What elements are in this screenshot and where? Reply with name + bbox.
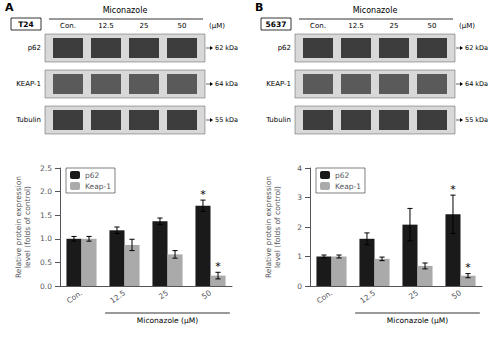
svg-text:25: 25 <box>140 22 149 30</box>
svg-text:Miconazole: Miconazole <box>103 6 148 15</box>
svg-text:5637: 5637 <box>266 20 287 29</box>
svg-text:KEAP-1: KEAP-1 <box>16 80 41 88</box>
svg-text:55 kDa: 55 kDa <box>465 116 488 124</box>
svg-text:level (folds of control): level (folds of control) <box>23 186 32 268</box>
svg-text:Con.: Con. <box>65 288 84 305</box>
svg-text:Keap-1: Keap-1 <box>85 182 111 191</box>
svg-text:50: 50 <box>200 288 213 301</box>
svg-text:Con.: Con. <box>310 22 326 30</box>
svg-text:*: * <box>200 188 206 201</box>
svg-text:T24: T24 <box>18 20 34 29</box>
svg-text:2: 2 <box>297 223 302 232</box>
svg-text:0.0: 0.0 <box>40 282 52 291</box>
svg-text:64 kDa: 64 kDa <box>465 80 488 88</box>
svg-text:Relative protein expression: Relative protein expression <box>14 176 23 278</box>
svg-text:25: 25 <box>390 22 399 30</box>
svg-text:2.0: 2.0 <box>40 187 52 196</box>
svg-text:55 kDa: 55 kDa <box>215 116 238 124</box>
svg-text:2.5: 2.5 <box>40 164 52 173</box>
svg-text:p62: p62 <box>85 171 100 180</box>
svg-text:1.5: 1.5 <box>40 211 52 220</box>
svg-text:Miconazole: Miconazole <box>353 6 398 15</box>
svg-text:50: 50 <box>450 288 463 301</box>
svg-text:12.5: 12.5 <box>348 22 364 30</box>
svg-text:*: * <box>465 261 471 274</box>
svg-text:12.5: 12.5 <box>358 288 377 305</box>
svg-text:*: * <box>450 183 456 196</box>
svg-text:Con.: Con. <box>315 288 334 305</box>
svg-text:1: 1 <box>297 252 302 261</box>
svg-text:12.5: 12.5 <box>98 22 114 30</box>
svg-text:Relative protein expression: Relative protein expression <box>264 176 273 278</box>
svg-text:A: A <box>5 1 14 14</box>
svg-text:12.5: 12.5 <box>108 288 127 305</box>
svg-text:3: 3 <box>297 193 302 202</box>
svg-text:Miconazole (μM): Miconazole (μM) <box>137 316 198 325</box>
svg-text:0: 0 <box>297 282 302 291</box>
svg-text:p62: p62 <box>28 44 41 52</box>
svg-text:62 kDa: 62 kDa <box>465 44 488 52</box>
svg-text:25: 25 <box>407 288 420 301</box>
svg-text:Con.: Con. <box>60 22 76 30</box>
svg-text:p62: p62 <box>278 44 291 52</box>
svg-text:0.5: 0.5 <box>40 258 52 267</box>
svg-text:50: 50 <box>178 22 187 30</box>
svg-text:level (folds of control): level (folds of control) <box>273 186 282 268</box>
svg-text:62 kDa: 62 kDa <box>215 44 238 52</box>
svg-text:Miconazole (μM): Miconazole (μM) <box>387 316 448 325</box>
svg-text:(μM): (μM) <box>209 22 225 30</box>
svg-text:25: 25 <box>157 288 170 301</box>
svg-text:50: 50 <box>428 22 437 30</box>
svg-text:KEAP-1: KEAP-1 <box>266 80 291 88</box>
svg-text:Tubulin: Tubulin <box>265 116 291 124</box>
svg-text:(μM): (μM) <box>459 22 475 30</box>
svg-text:p62: p62 <box>335 171 350 180</box>
svg-text:*: * <box>215 260 221 273</box>
svg-text:Keap-1: Keap-1 <box>335 182 361 191</box>
svg-text:64 kDa: 64 kDa <box>215 80 238 88</box>
svg-text:4: 4 <box>297 164 302 173</box>
svg-text:Tubulin: Tubulin <box>15 116 41 124</box>
svg-text:1.0: 1.0 <box>40 234 52 243</box>
svg-text:B: B <box>255 1 263 14</box>
